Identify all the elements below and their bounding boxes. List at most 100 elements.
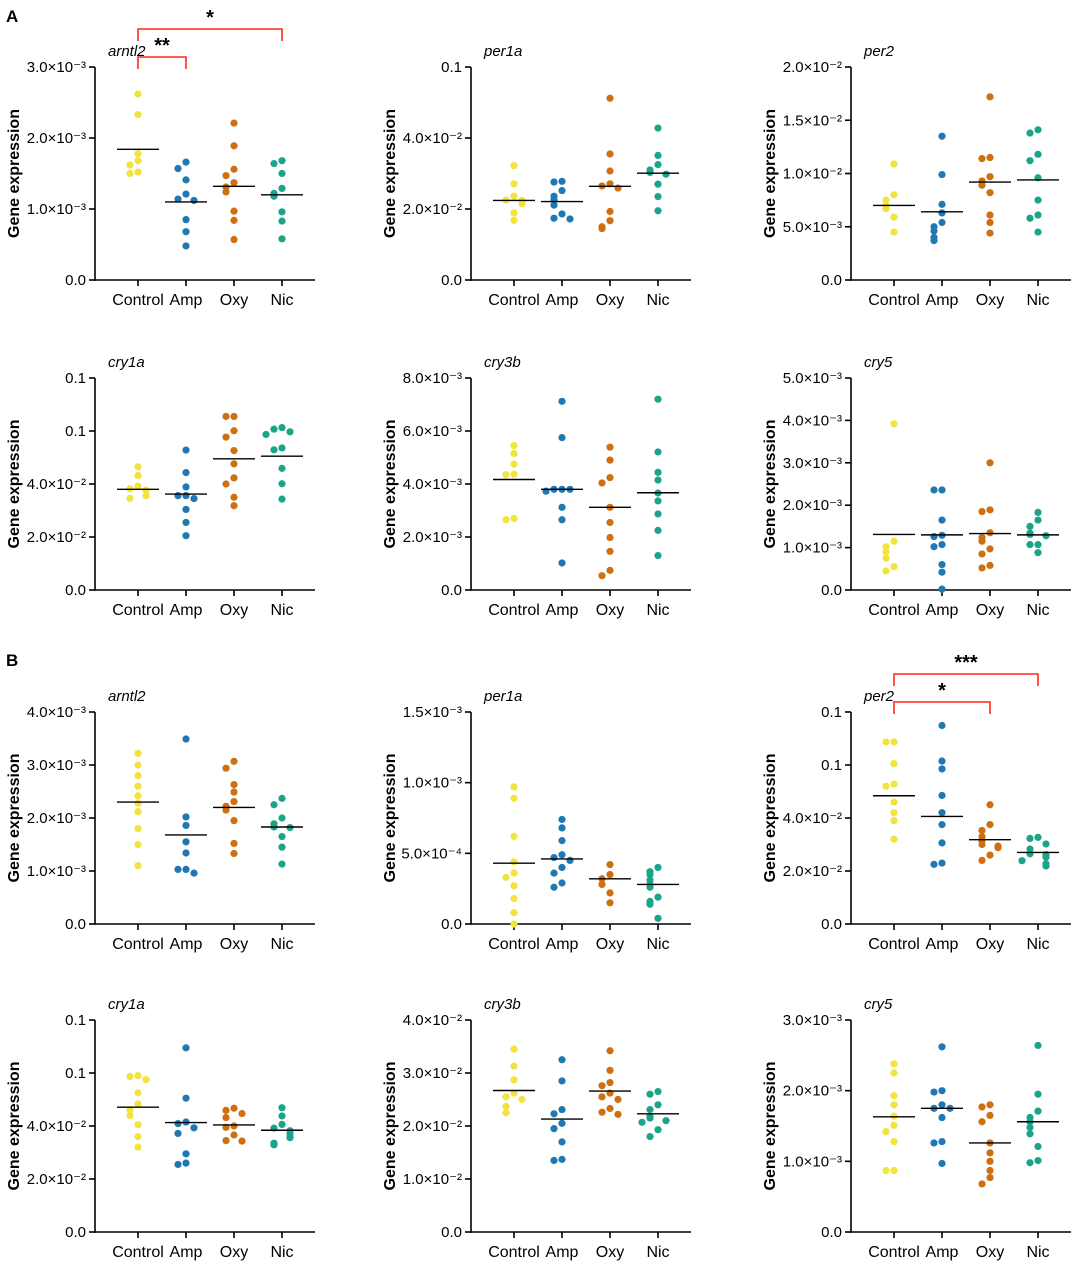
data-point-control	[510, 514, 518, 523]
data-point-amp	[558, 837, 566, 845]
y-tick-label: 3.0×10⁻²	[403, 1065, 462, 1082]
data-point-control	[510, 894, 518, 903]
data-point-control	[890, 780, 898, 788]
data-point-control	[510, 192, 518, 200]
data-point-nic	[654, 1087, 662, 1096]
data-point-nic	[654, 497, 662, 505]
significance-label: **	[154, 35, 170, 57]
data-point-control	[134, 792, 142, 800]
data-point-amp	[182, 865, 190, 874]
data-point-nic	[1034, 211, 1042, 219]
data-point-control	[518, 200, 526, 208]
data-point-control	[882, 196, 890, 204]
data-point-nic	[1026, 129, 1034, 137]
data-point-amp	[190, 1124, 198, 1132]
data-point-oxy	[598, 1082, 606, 1090]
data-point-oxy	[978, 1180, 986, 1188]
gene-title: cry1a	[108, 996, 145, 1013]
data-point-oxy	[230, 788, 238, 796]
data-point-oxy	[986, 93, 994, 101]
y-tick-label: 2.0×10⁻²	[27, 1171, 86, 1188]
data-point-control	[890, 835, 898, 843]
gene-title: cry1a	[108, 354, 145, 371]
data-point-amp	[938, 541, 946, 549]
data-point-amp	[550, 883, 558, 891]
data-point-control	[134, 471, 142, 480]
data-point-nic	[278, 464, 286, 472]
data-point-control	[134, 772, 142, 780]
data-point-control	[890, 1137, 898, 1146]
data-point-control	[502, 873, 510, 881]
data-point-amp	[182, 518, 190, 527]
data-point-amp	[174, 1120, 182, 1128]
y-tick-label: 3.0×10⁻³	[783, 1012, 842, 1029]
data-point-control	[126, 161, 134, 169]
data-point-nic	[1034, 1157, 1042, 1165]
y-tick-label: 1.0×10⁻³	[783, 540, 842, 557]
significance-bracket	[137, 56, 187, 69]
data-point-nic	[1034, 1142, 1042, 1151]
data-point-oxy	[986, 229, 994, 237]
data-point-amp	[938, 839, 946, 847]
gene-title: per1a	[483, 688, 522, 705]
data-point-control	[510, 449, 518, 458]
data-point-nic	[654, 526, 662, 534]
data-point-control	[510, 882, 518, 890]
y-tick-label: 0.0	[441, 1224, 462, 1241]
data-point-nic	[1026, 541, 1034, 549]
y-tick-label: 0.1	[65, 423, 86, 440]
data-point-nic	[654, 180, 662, 188]
data-point-nic	[646, 883, 654, 891]
data-point-oxy	[606, 870, 614, 879]
gene-title: cry5	[864, 354, 893, 371]
data-point-oxy	[614, 1110, 622, 1118]
y-tick-label: 2.0×10⁻²	[403, 1118, 462, 1135]
data-point-nic	[1026, 157, 1034, 165]
y-tick-label: 3.0×10⁻³	[783, 455, 842, 472]
data-point-control	[134, 157, 142, 165]
data-point-amp	[182, 228, 190, 236]
y-tick-label: 0.1	[65, 1065, 86, 1082]
data-point-oxy	[606, 1066, 614, 1074]
y-tick-label: 2.0×10⁻³	[27, 810, 86, 827]
data-point-nic	[1034, 1107, 1042, 1115]
data-point-amp	[558, 1056, 566, 1064]
data-point-oxy	[986, 1101, 994, 1109]
y-tick-label: 0.1	[441, 59, 462, 76]
data-point-nic	[278, 217, 286, 225]
data-point-nic	[654, 551, 662, 560]
data-point-control	[890, 798, 898, 806]
data-point-control	[890, 738, 898, 746]
x-tick-label-oxy: Oxy	[976, 292, 1004, 309]
data-point-nic	[654, 468, 662, 476]
y-tick-label: 3.0×10⁻³	[27, 757, 86, 774]
data-point-amp	[566, 215, 574, 223]
data-point-oxy	[606, 566, 614, 574]
data-point-amp	[182, 492, 190, 500]
data-point-amp	[558, 851, 566, 859]
data-point-control	[510, 216, 518, 224]
y-tick-label: 4.0×10⁻²	[403, 130, 462, 147]
chart-a-cry3b: 0.0 2.0×10⁻³ 4.0×10⁻³ 6.0×10⁻³ 8.0×10⁻³ Contr…	[382, 354, 691, 619]
data-point-amp	[174, 1160, 182, 1169]
data-point-amp	[558, 177, 566, 185]
data-point-oxy	[986, 545, 994, 553]
data-point-amp	[182, 813, 190, 821]
data-point-oxy	[230, 1104, 238, 1112]
data-point-oxy	[598, 224, 606, 233]
x-tick-label-amp: Amp	[546, 1244, 579, 1261]
data-point-amp	[938, 1087, 946, 1095]
data-point-nic	[646, 900, 654, 908]
data-point-amp	[550, 853, 558, 862]
data-point-oxy	[986, 153, 994, 162]
y-tick-label: 2.0×10⁻²	[783, 863, 842, 880]
y-tick-label: 2.0×10⁻²	[403, 201, 462, 218]
data-point-oxy	[598, 479, 606, 487]
y-tick-label: 0.0	[65, 916, 86, 933]
data-point-amp	[938, 1043, 946, 1051]
data-point-amp	[938, 1113, 946, 1122]
x-tick-label-nic: Nic	[1026, 292, 1049, 309]
data-point-oxy	[978, 1103, 986, 1111]
data-point-amp	[558, 397, 566, 405]
x-tick-label-control: Control	[488, 292, 540, 309]
